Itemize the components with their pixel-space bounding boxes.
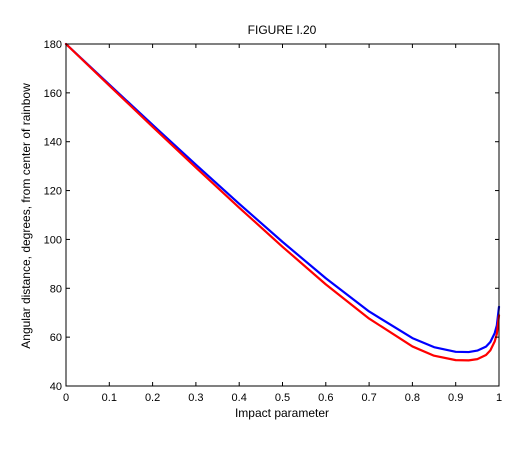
series-line-1 [64, 42, 501, 354]
chart-title: FIGURE I.20 [248, 23, 317, 37]
y-tick-label: 40 [50, 381, 62, 393]
x-tick-label: 0.1 [102, 392, 117, 404]
x-tick-label: 0.5 [275, 392, 290, 404]
x-tick-label: 0.3 [188, 392, 203, 404]
y-tick-label: 60 [50, 332, 62, 344]
x-tick-label: 0 [63, 392, 69, 404]
y-tick-label: 140 [44, 137, 62, 149]
x-axis-label: Impact parameter [235, 406, 329, 420]
series-line-2 [64, 42, 501, 362]
x-tick-label: 0.8 [405, 392, 420, 404]
x-tick-label: 0.6 [318, 392, 333, 404]
x-tick-label: 0.9 [448, 392, 463, 404]
series-layer [64, 42, 501, 362]
ticks: 0 0.1 0.2 0.3 0.4 0.5 0.6 0.7 0.8 0.9 140608010012… [44, 39, 502, 404]
x-tick-label: 0.4 [232, 392, 247, 404]
plot-area [66, 44, 499, 386]
y-tick-label: 160 [44, 88, 62, 100]
x-tick-label: 0.7 [361, 392, 376, 404]
plot-background [66, 44, 499, 386]
y-tick-label: 120 [44, 186, 62, 198]
y-tick-label: 80 [50, 283, 62, 295]
y-tick-label: 180 [44, 39, 62, 51]
y-tick-label: 100 [44, 234, 62, 246]
x-tick-label: 1 [496, 392, 502, 404]
y-axis-label: Angular distance, degrees, from center o… [19, 83, 33, 349]
x-tick-label: 0.2 [145, 392, 160, 404]
